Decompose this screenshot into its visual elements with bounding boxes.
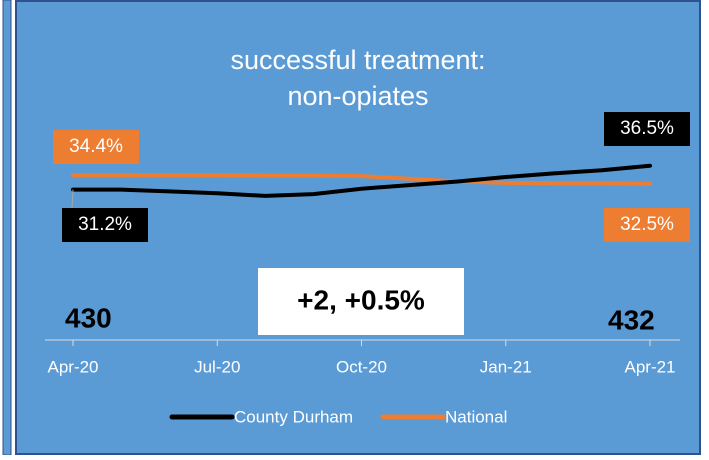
legend-label: County Durham bbox=[234, 407, 353, 426]
value-label-box bbox=[62, 208, 148, 242]
value-label: 36.5% bbox=[620, 118, 674, 139]
value-label: 34.4% bbox=[69, 136, 123, 157]
annotation: +2, +0.5% bbox=[297, 284, 425, 315]
series-line bbox=[71, 173, 652, 186]
value-label-box bbox=[53, 130, 139, 164]
value-label-box bbox=[604, 112, 690, 146]
leader-line bbox=[71, 189, 74, 209]
x-tick-label: Jul-20 bbox=[194, 357, 240, 376]
value-label: 31.2% bbox=[78, 214, 132, 235]
series-line bbox=[71, 163, 652, 198]
annotation-box bbox=[258, 268, 464, 335]
x-tick-label: Apr-21 bbox=[624, 357, 675, 376]
side-panel bbox=[2, 0, 12, 456]
annotation: 430 bbox=[65, 302, 112, 333]
chart-title: successful treatment: bbox=[230, 45, 485, 75]
value-label-box bbox=[604, 208, 690, 242]
x-tick-label: Oct-20 bbox=[336, 357, 387, 376]
annotation: 432 bbox=[608, 304, 655, 335]
legend-label: National bbox=[445, 407, 507, 426]
x-tick-label: Apr-20 bbox=[47, 357, 98, 376]
value-label: 32.5% bbox=[620, 214, 674, 235]
x-tick-label: Jan-21 bbox=[480, 357, 532, 376]
chart-title: non-opiates bbox=[287, 81, 428, 111]
